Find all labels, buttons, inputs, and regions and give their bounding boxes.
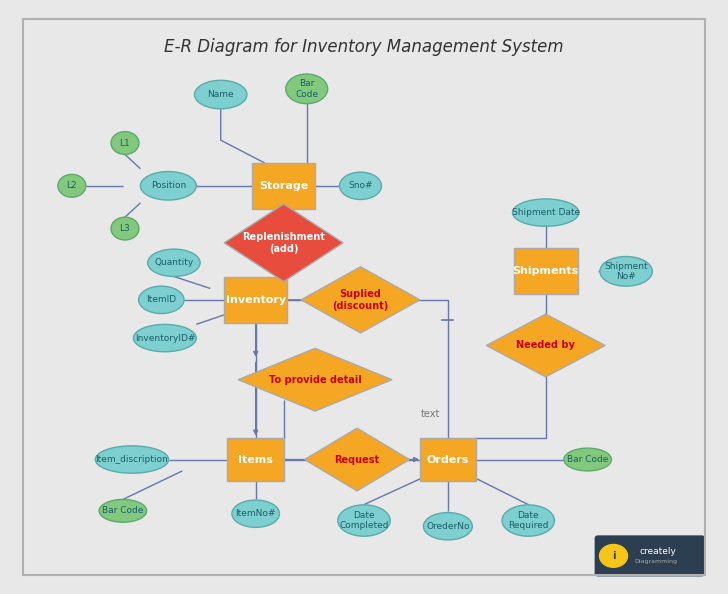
Circle shape [600, 545, 628, 567]
Ellipse shape [232, 500, 280, 527]
Text: Diagramming: Diagramming [634, 559, 677, 564]
Ellipse shape [513, 199, 579, 226]
Text: Name: Name [207, 90, 234, 99]
Text: ItemNo#: ItemNo# [235, 509, 276, 518]
Ellipse shape [424, 513, 472, 540]
Ellipse shape [138, 286, 184, 314]
Polygon shape [486, 314, 605, 377]
Text: L3: L3 [119, 224, 130, 233]
Ellipse shape [564, 448, 612, 471]
Text: Item_discription: Item_discription [95, 455, 168, 464]
Text: OrederNo: OrederNo [426, 522, 470, 530]
Ellipse shape [99, 500, 146, 522]
Text: Bar Code: Bar Code [102, 506, 143, 516]
FancyBboxPatch shape [514, 248, 577, 295]
Ellipse shape [111, 132, 139, 154]
Text: Shipment Date: Shipment Date [512, 208, 579, 217]
Text: text: text [421, 409, 440, 419]
FancyBboxPatch shape [252, 163, 315, 209]
Text: Date
Required: Date Required [508, 511, 548, 530]
Text: Inventory: Inventory [226, 295, 285, 305]
Text: E-R Diagram for Inventory Management System: E-R Diagram for Inventory Management Sys… [165, 37, 563, 56]
Text: Sno#: Sno# [348, 181, 373, 190]
FancyBboxPatch shape [419, 438, 476, 481]
Text: Date
Completed: Date Completed [339, 511, 389, 530]
Ellipse shape [141, 172, 197, 200]
Ellipse shape [339, 172, 381, 200]
FancyBboxPatch shape [224, 277, 288, 323]
FancyBboxPatch shape [595, 535, 705, 576]
Text: InventoryID#: InventoryID# [135, 334, 195, 343]
Text: Suplied
(discount): Suplied (discount) [333, 289, 389, 311]
Ellipse shape [148, 249, 200, 276]
Ellipse shape [111, 217, 139, 240]
Text: Position: Position [151, 181, 186, 190]
Ellipse shape [133, 324, 197, 352]
Text: Request: Request [334, 454, 379, 465]
Text: To provide detail: To provide detail [269, 375, 362, 385]
Text: Shipments: Shipments [513, 266, 579, 276]
Ellipse shape [95, 446, 169, 473]
Polygon shape [224, 204, 343, 282]
Text: Orders: Orders [427, 454, 469, 465]
Text: Bar
Code: Bar Code [295, 79, 318, 99]
Text: Shipment
No#: Shipment No# [604, 261, 648, 281]
Text: Needed by: Needed by [516, 340, 575, 350]
Ellipse shape [58, 175, 86, 197]
Text: Replenishment
(add): Replenishment (add) [242, 232, 325, 254]
Text: Items: Items [238, 454, 273, 465]
Text: L1: L1 [119, 138, 130, 147]
Ellipse shape [194, 80, 247, 109]
Text: Bar Code: Bar Code [567, 455, 609, 464]
Text: L2: L2 [66, 181, 77, 190]
Polygon shape [238, 348, 392, 411]
Text: ItemID: ItemID [146, 295, 176, 304]
Polygon shape [301, 267, 420, 333]
Text: creately: creately [639, 547, 676, 556]
Ellipse shape [338, 505, 390, 536]
Ellipse shape [600, 257, 652, 286]
Ellipse shape [502, 505, 555, 536]
FancyBboxPatch shape [227, 438, 284, 481]
Polygon shape [304, 428, 409, 491]
Text: Storage: Storage [259, 181, 308, 191]
Text: Quantity: Quantity [154, 258, 194, 267]
Text: i: i [612, 551, 615, 561]
Ellipse shape [285, 74, 328, 104]
